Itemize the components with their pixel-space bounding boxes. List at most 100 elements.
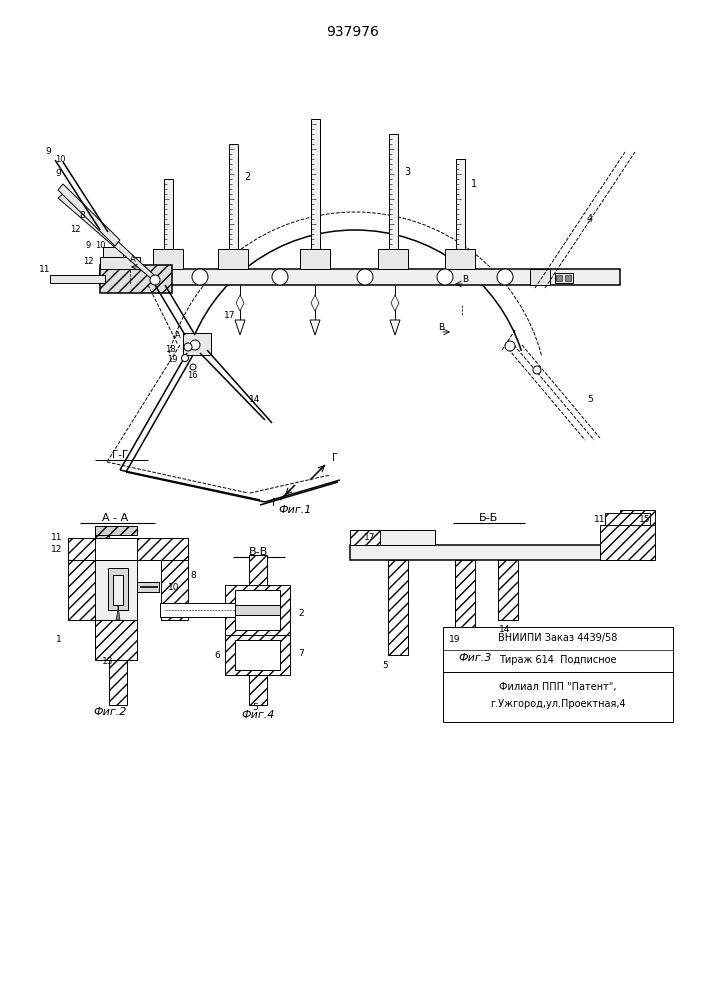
Text: 19: 19 <box>449 636 461 645</box>
Text: Тираж 614  Подписное: Тираж 614 Подписное <box>499 655 617 665</box>
Text: 2: 2 <box>244 172 250 182</box>
Text: 1: 1 <box>471 179 477 189</box>
Bar <box>100 257 140 269</box>
Text: 937976: 937976 <box>327 25 380 39</box>
Bar <box>103 247 123 257</box>
Circle shape <box>272 269 288 285</box>
Circle shape <box>184 343 192 351</box>
Text: Фиг.1: Фиг.1 <box>279 505 312 515</box>
Bar <box>235 605 280 615</box>
Circle shape <box>182 355 189 361</box>
Text: 9: 9 <box>45 147 51 156</box>
Text: 3: 3 <box>404 167 410 177</box>
Text: 5: 5 <box>382 660 388 670</box>
Text: 8: 8 <box>79 212 85 221</box>
Bar <box>229 144 238 249</box>
Bar <box>249 675 267 705</box>
Polygon shape <box>236 295 244 311</box>
Text: 14: 14 <box>499 626 510 635</box>
Text: 12: 12 <box>70 226 81 234</box>
Bar <box>225 585 290 635</box>
Text: 7: 7 <box>298 648 304 658</box>
Bar <box>161 560 188 620</box>
Circle shape <box>190 364 196 370</box>
Text: 12: 12 <box>83 256 93 265</box>
Text: 6: 6 <box>214 650 220 660</box>
Polygon shape <box>58 192 155 282</box>
Bar <box>68 538 188 560</box>
Bar <box>109 660 127 705</box>
Text: Филиал ППП "Патент",: Филиал ППП "Патент", <box>499 682 617 692</box>
Text: 11: 11 <box>595 516 606 524</box>
Bar <box>443 672 673 722</box>
Text: 17: 17 <box>363 534 375 542</box>
Circle shape <box>192 269 208 285</box>
Bar <box>113 575 123 605</box>
Text: Фиг.3: Фиг.3 <box>458 653 491 663</box>
Circle shape <box>150 275 160 285</box>
Text: 17: 17 <box>224 310 235 320</box>
Text: 4: 4 <box>587 214 593 224</box>
Bar <box>389 134 398 249</box>
Bar <box>300 249 330 269</box>
Bar <box>350 545 650 560</box>
Text: 16: 16 <box>187 370 197 379</box>
Bar <box>350 530 410 545</box>
Bar <box>249 555 267 585</box>
Circle shape <box>505 341 515 351</box>
Bar <box>218 249 248 269</box>
Bar <box>153 249 183 269</box>
Text: А: А <box>175 330 181 340</box>
Text: 14: 14 <box>250 395 261 404</box>
Polygon shape <box>310 320 320 335</box>
Polygon shape <box>311 295 319 311</box>
Bar <box>95 560 137 620</box>
Bar <box>565 275 571 281</box>
Text: В-В: В-В <box>248 547 268 557</box>
Bar <box>95 538 137 560</box>
Text: г.Ужгород,ул.Проектная,4: г.Ужгород,ул.Проектная,4 <box>490 699 626 709</box>
Bar <box>225 635 290 675</box>
Text: 13: 13 <box>103 658 114 666</box>
Text: 2: 2 <box>298 608 303 617</box>
Text: 10: 10 <box>95 240 105 249</box>
Text: ВНИИПИ Заказ 4439/58: ВНИИПИ Заказ 4439/58 <box>498 633 618 643</box>
Bar <box>183 333 211 355</box>
Text: 10: 10 <box>168 582 180 591</box>
Text: 5: 5 <box>252 704 258 712</box>
Bar <box>456 159 465 249</box>
Polygon shape <box>391 295 399 311</box>
Bar <box>50 275 105 283</box>
Bar <box>100 269 620 285</box>
Bar <box>108 568 128 610</box>
Text: 12: 12 <box>51 546 62 554</box>
Text: Г: Г <box>332 453 338 463</box>
Bar <box>235 640 280 670</box>
Text: 18: 18 <box>165 346 175 355</box>
Bar <box>445 249 475 269</box>
Text: 8: 8 <box>190 570 196 580</box>
Bar <box>100 265 172 293</box>
Circle shape <box>437 269 453 285</box>
Text: Г: Г <box>272 498 278 508</box>
Text: 1: 1 <box>57 636 62 645</box>
Circle shape <box>357 269 373 285</box>
Text: 19: 19 <box>167 356 177 364</box>
Text: 9: 9 <box>86 240 90 249</box>
Bar <box>95 620 137 660</box>
Bar <box>555 273 573 283</box>
Text: 10: 10 <box>54 155 65 164</box>
Text: В: В <box>462 275 468 284</box>
Bar <box>620 510 655 530</box>
Text: Фиг.4: Фиг.4 <box>241 710 275 720</box>
Text: В: В <box>438 324 444 332</box>
Text: А - А: А - А <box>102 513 128 523</box>
Text: 11: 11 <box>40 265 51 274</box>
Bar <box>455 560 475 630</box>
Bar <box>311 119 320 249</box>
Polygon shape <box>58 184 120 246</box>
Bar <box>388 560 408 655</box>
Bar <box>95 526 137 535</box>
Bar <box>605 513 650 525</box>
Text: 9: 9 <box>55 169 61 178</box>
